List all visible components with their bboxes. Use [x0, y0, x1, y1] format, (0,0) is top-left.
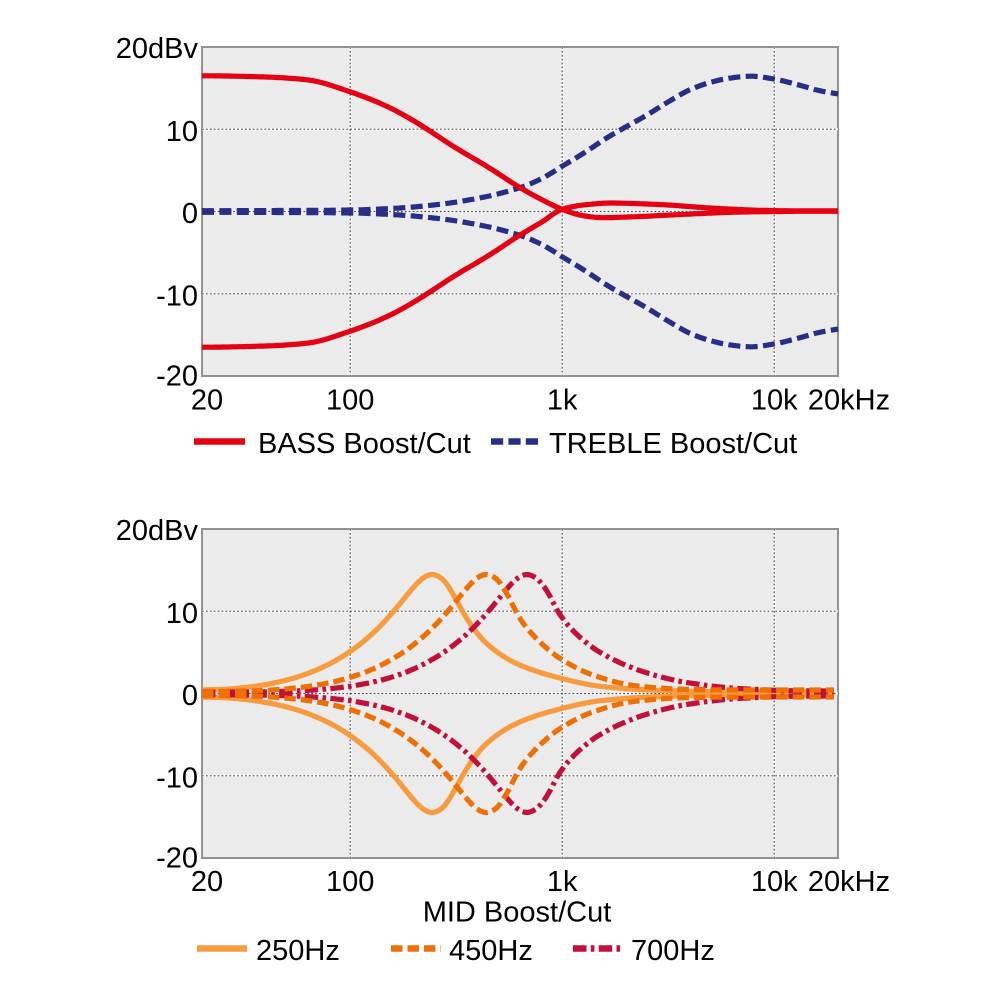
svg-text:20kHz: 20kHz — [808, 866, 890, 898]
svg-text:20dBv: 20dBv — [116, 515, 199, 547]
svg-text:20kHz: 20kHz — [808, 385, 890, 417]
svg-text:700Hz: 700Hz — [631, 935, 715, 967]
svg-text:TREBLE Boost/Cut: TREBLE Boost/Cut — [549, 428, 797, 460]
svg-text:1k: 1k — [547, 385, 578, 417]
svg-text:10: 10 — [166, 598, 198, 630]
svg-text:20: 20 — [191, 866, 223, 898]
svg-text:1k: 1k — [547, 866, 578, 898]
svg-text:-10: -10 — [156, 280, 198, 312]
svg-text:0: 0 — [182, 680, 198, 712]
svg-text:10k: 10k — [751, 385, 798, 417]
svg-text:20dBv: 20dBv — [116, 33, 199, 65]
svg-text:100: 100 — [326, 866, 374, 898]
svg-text:0: 0 — [182, 198, 198, 230]
svg-text:100: 100 — [326, 385, 374, 417]
svg-text:10: 10 — [166, 116, 198, 148]
svg-text:250Hz: 250Hz — [256, 935, 340, 967]
svg-text:MID Boost/Cut: MID Boost/Cut — [423, 897, 612, 929]
svg-text:10k: 10k — [751, 866, 798, 898]
svg-text:-20: -20 — [156, 361, 198, 393]
svg-text:BASS Boost/Cut: BASS Boost/Cut — [258, 428, 471, 460]
svg-text:20: 20 — [191, 385, 223, 417]
svg-text:450Hz: 450Hz — [449, 935, 533, 967]
svg-text:-10: -10 — [156, 763, 198, 795]
svg-text:-20: -20 — [156, 843, 198, 875]
